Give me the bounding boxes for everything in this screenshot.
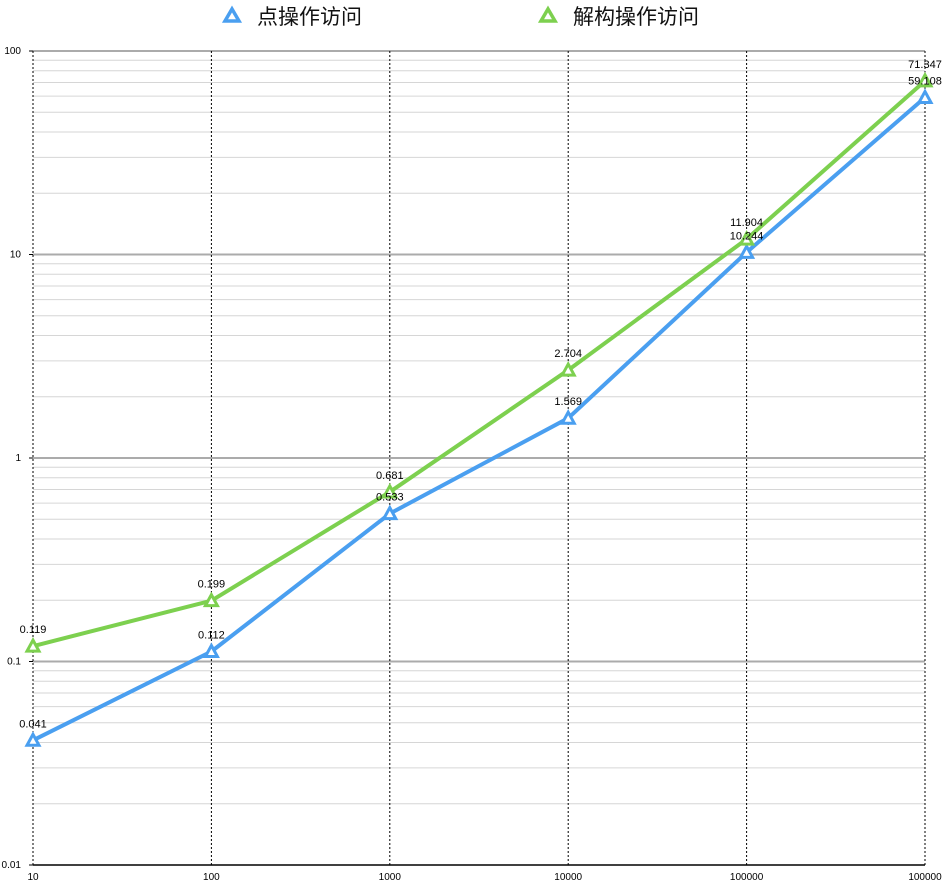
data-label: 0.533 — [376, 492, 404, 504]
legend-marker-icon — [537, 5, 559, 23]
data-point-marker — [24, 636, 42, 653]
data-point-marker — [381, 504, 399, 521]
x-tick-label: 100 — [203, 872, 220, 882]
axes: 0.01 0.1 1 10 100 10 100 1000 10000 100000 100000 — [2, 46, 943, 882]
data-point-marker — [202, 591, 220, 608]
series-layer — [24, 71, 934, 747]
data-point-marker — [559, 360, 577, 377]
legend-marker-icon — [221, 5, 243, 23]
y-tick-label: 1 — [15, 453, 21, 464]
data-label: 0.041 — [19, 718, 47, 730]
x-tick-label: 100000 — [908, 872, 942, 882]
data-label: 11.904 — [730, 217, 763, 229]
data-point-marker — [916, 71, 934, 88]
data-point-marker — [381, 482, 399, 499]
legend: 点操作访问 解构操作访问 — [221, 5, 699, 29]
y-tick-label: 100 — [4, 46, 21, 57]
series-line-0 — [32, 95, 927, 743]
x-tick-label: 10000 — [554, 872, 582, 882]
y-tick-label: 10 — [10, 250, 22, 261]
data-point-marker — [916, 88, 934, 104]
data-point-marker — [738, 229, 756, 246]
data-labels: 0.041 0.112 0.533 1.569 10.244 59.108 0.119 0.1… — [19, 59, 942, 730]
data-point-marker — [559, 409, 577, 425]
x-tick-label: 10 — [27, 872, 39, 882]
legend-label: 解构操作访问 — [573, 5, 699, 29]
x-tick-label: 1000 — [379, 872, 402, 882]
data-label: 0.119 — [20, 624, 47, 636]
legend-label: 点操作访问 — [257, 5, 362, 29]
data-label: 1.569 — [554, 396, 582, 408]
series-line-1 — [32, 79, 927, 649]
data-point-marker — [24, 731, 42, 747]
data-label: 2.704 — [554, 348, 582, 360]
y-tick-label: 0.01 — [2, 860, 22, 871]
data-label: 59.108 — [908, 75, 942, 87]
data-label: 10.244 — [730, 230, 764, 242]
data-point-marker — [738, 243, 756, 259]
y-tick-label: 0.1 — [7, 657, 21, 668]
gridlines — [32, 50, 926, 865]
data-label: 0.112 — [198, 629, 225, 641]
data-label: 71.347 — [908, 59, 942, 71]
data-point-marker — [202, 642, 220, 658]
data-label: 0.681 — [376, 470, 404, 482]
data-label: 0.199 — [198, 579, 226, 591]
x-tick-label: 100000 — [730, 872, 764, 882]
